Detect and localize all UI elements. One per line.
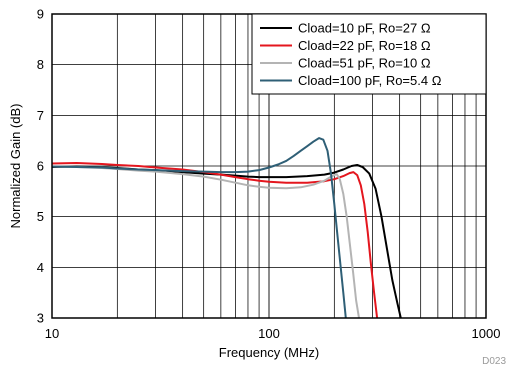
series-line-2 [52,163,377,318]
y-tick-label: 4 [37,260,44,275]
y-tick-label: 6 [37,159,44,174]
legend-label-4: Cload=100 pF, Ro=5.4 Ω [298,73,442,88]
y-tick-label: 3 [37,311,44,326]
y-tick-label: 9 [37,7,44,22]
legend: Cload=10 pF, Ro=27 Ω Cload=22 pF, Ro=18 Ω… [252,14,486,94]
y-axis-title: Normalized Gain (dB) [8,104,23,229]
x-tick-label: 100 [258,326,280,341]
legend-label-2: Cload=22 pF, Ro=18 Ω [298,38,431,53]
x-axis-title: Frequency (MHz) [219,345,319,360]
series-line-4 [52,138,346,318]
y-tick-label: 5 [37,209,44,224]
x-tick-label: 1000 [472,326,501,341]
series-line-3 [52,167,359,319]
series-layer [52,138,401,318]
x-tick-label: 10 [45,326,59,341]
legend-label-3: Cload=51 pF, Ro=10 Ω [298,56,431,71]
y-tick-label: 8 [37,57,44,72]
legend-label-1: Cload=10 pF, Ro=27 Ω [298,21,431,36]
figure-code: D023 [482,356,506,367]
series-line-1 [52,165,401,318]
y-tick-label: 7 [37,108,44,123]
